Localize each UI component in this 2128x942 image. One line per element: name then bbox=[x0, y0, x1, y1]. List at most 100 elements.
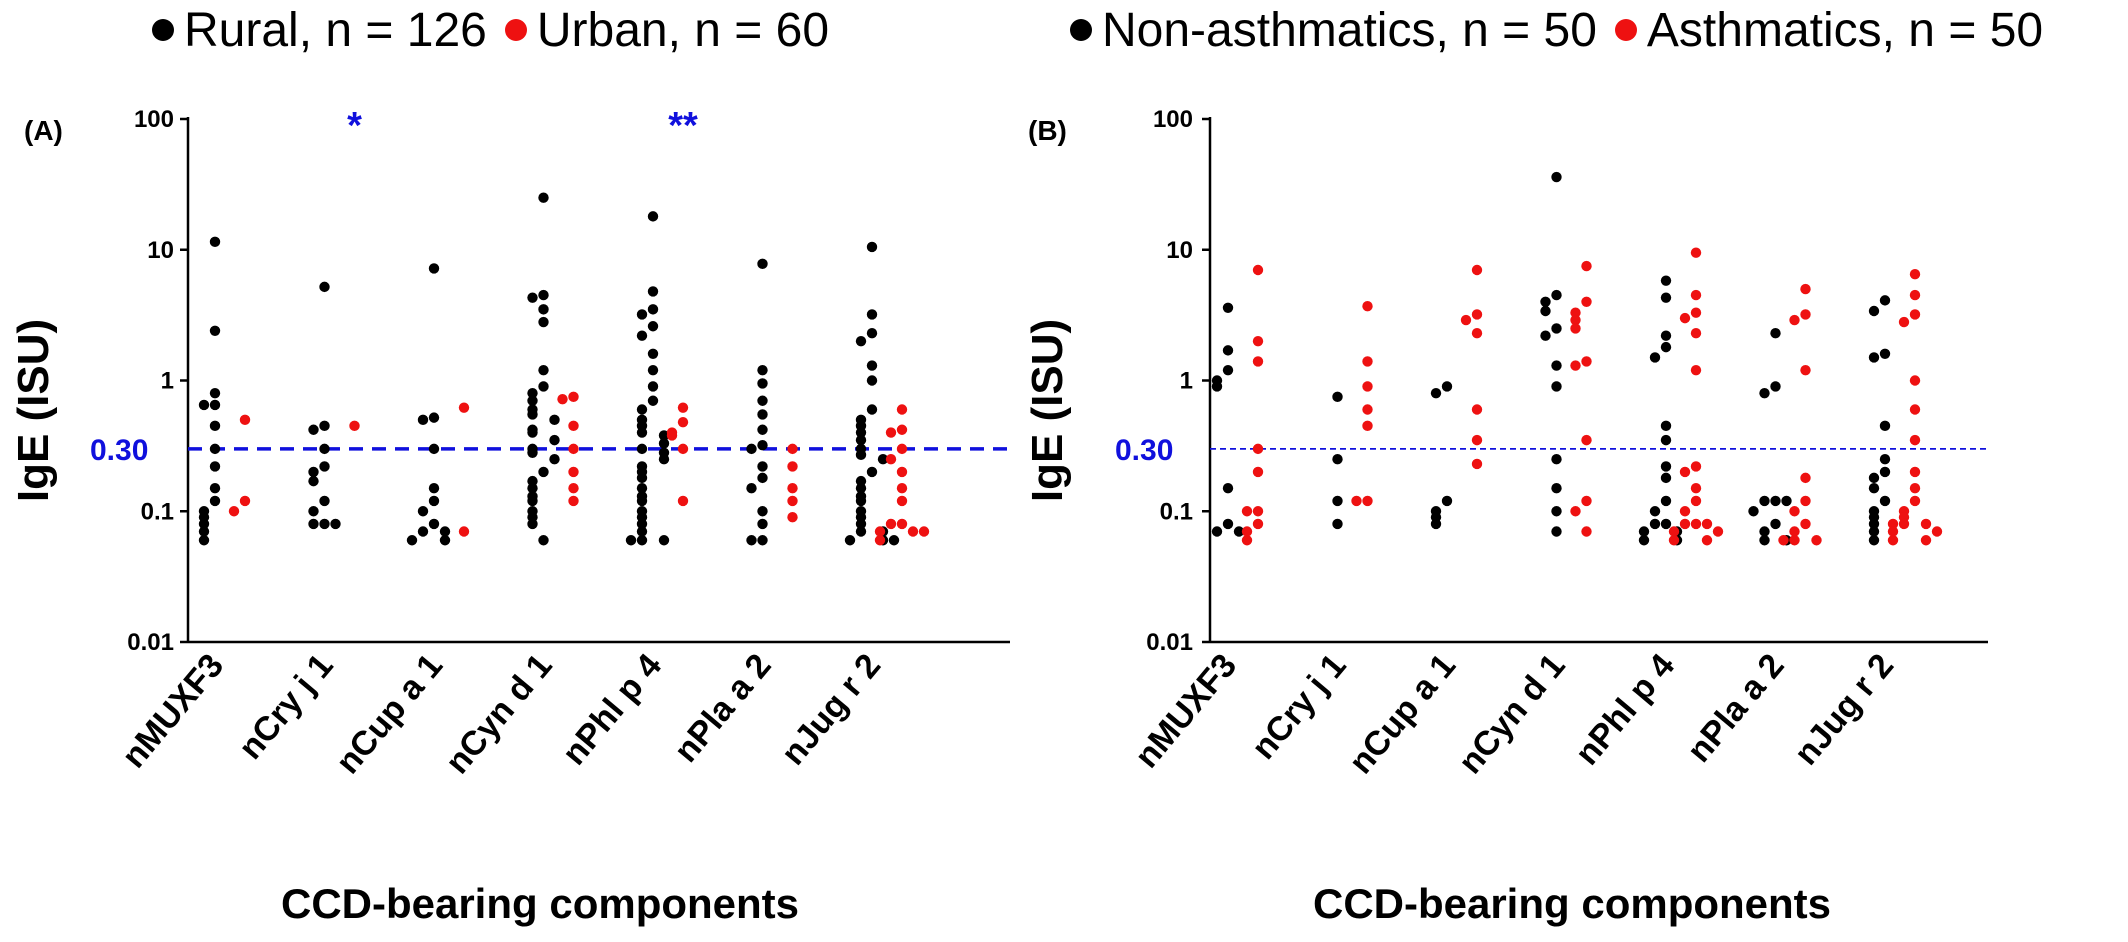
data-point bbox=[855, 475, 867, 487]
data-point bbox=[319, 281, 330, 293]
data-point bbox=[1789, 535, 1800, 546]
data-point bbox=[1252, 506, 1264, 517]
data-point bbox=[1701, 518, 1713, 530]
data-point bbox=[1540, 296, 1551, 307]
data-point bbox=[1778, 535, 1789, 546]
data-point bbox=[406, 535, 418, 546]
data-point bbox=[1241, 535, 1253, 546]
data-point bbox=[1668, 526, 1680, 537]
data-point bbox=[1660, 472, 1672, 484]
data-point bbox=[1690, 247, 1702, 258]
data-point bbox=[1362, 356, 1373, 367]
data-point bbox=[557, 393, 568, 405]
data-point bbox=[1887, 526, 1899, 537]
data-point bbox=[1909, 289, 1921, 301]
data-point bbox=[198, 518, 210, 530]
data-point bbox=[1649, 518, 1661, 530]
data-point bbox=[757, 461, 768, 472]
data-point bbox=[1638, 526, 1650, 537]
chart-panel-b: 100 10 1 0.1 0.01 (B) IgE (ISU) CCD-bearing com… bbox=[1023, 106, 1988, 927]
data-point bbox=[757, 518, 768, 530]
data-point bbox=[1332, 454, 1343, 465]
legend-item-rural: Rural, n = 126 bbox=[152, 3, 487, 58]
data-point bbox=[636, 330, 648, 341]
data-point bbox=[1868, 535, 1880, 546]
data-point bbox=[877, 454, 889, 465]
data-point bbox=[647, 286, 659, 297]
data-point bbox=[1898, 316, 1910, 328]
data-point bbox=[1551, 171, 1562, 183]
data-point bbox=[1690, 328, 1702, 339]
data-point bbox=[1471, 434, 1483, 446]
data-point bbox=[896, 495, 908, 507]
data-point bbox=[885, 454, 897, 465]
data-point bbox=[866, 241, 878, 253]
data-point bbox=[1679, 466, 1691, 478]
data-point bbox=[855, 449, 867, 461]
data-point bbox=[1649, 506, 1661, 517]
y-tick-label: 0.01 bbox=[127, 629, 174, 656]
data-point bbox=[885, 427, 897, 438]
legend-label-rural: Rural, n = 126 bbox=[184, 3, 487, 57]
data-point bbox=[1551, 360, 1562, 371]
data-point bbox=[538, 304, 549, 315]
y-tick-label: 100 bbox=[1153, 106, 1193, 133]
data-point bbox=[1551, 526, 1562, 537]
data-point bbox=[1211, 381, 1223, 392]
data-point bbox=[568, 391, 579, 403]
data-point bbox=[538, 466, 549, 478]
data-point bbox=[1660, 292, 1672, 303]
data-point bbox=[757, 258, 768, 270]
data-point bbox=[636, 472, 648, 484]
data-point bbox=[896, 424, 908, 435]
y-tick-label: 1 bbox=[1180, 368, 1193, 395]
data-point bbox=[209, 495, 221, 507]
data-point bbox=[1789, 526, 1800, 537]
data-point bbox=[1362, 495, 1373, 507]
data-point bbox=[866, 404, 878, 415]
data-point bbox=[527, 518, 538, 530]
data-point bbox=[1770, 518, 1781, 530]
data-point bbox=[1362, 381, 1373, 392]
category-label: nCyn d 1 bbox=[1451, 647, 1572, 781]
data-point bbox=[787, 461, 798, 472]
x-axis-label: CCD-bearing components bbox=[1313, 880, 1831, 927]
y-tick-label: 10 bbox=[147, 237, 174, 264]
data-point bbox=[330, 518, 341, 530]
data-point bbox=[1800, 309, 1811, 320]
data-point bbox=[209, 483, 221, 494]
data-point bbox=[319, 461, 330, 472]
data-point bbox=[1441, 381, 1453, 392]
data-point bbox=[1909, 404, 1921, 415]
data-point bbox=[209, 387, 221, 399]
data-point bbox=[308, 506, 319, 517]
significance-marker: ** bbox=[668, 105, 698, 147]
data-point bbox=[1252, 335, 1264, 347]
category-label: nCup a 1 bbox=[329, 647, 450, 781]
category-label: nCry j 1 bbox=[231, 647, 340, 767]
data-point bbox=[1909, 434, 1921, 446]
data-point bbox=[538, 364, 549, 376]
legend-panel-b: Non-asthmatics, n = 50 Asthmatics, n = 5… bbox=[1070, 0, 2061, 60]
data-point bbox=[866, 375, 878, 386]
data-point bbox=[918, 526, 930, 537]
data-point bbox=[417, 506, 429, 517]
data-point bbox=[855, 427, 867, 438]
data-point bbox=[1679, 506, 1691, 517]
data-point bbox=[1430, 387, 1442, 399]
data-point bbox=[1332, 495, 1343, 507]
data-point bbox=[885, 518, 897, 530]
legend-swatch-urban bbox=[504, 19, 527, 41]
data-point bbox=[636, 404, 648, 415]
data-point bbox=[647, 321, 659, 332]
data-point bbox=[1909, 495, 1921, 507]
data-point bbox=[319, 518, 330, 530]
data-point bbox=[787, 512, 798, 523]
data-point bbox=[658, 438, 670, 449]
data-point bbox=[1759, 387, 1770, 399]
data-point bbox=[1690, 364, 1702, 376]
data-point bbox=[319, 495, 330, 507]
data-point bbox=[1909, 309, 1921, 320]
data-point bbox=[636, 518, 648, 530]
